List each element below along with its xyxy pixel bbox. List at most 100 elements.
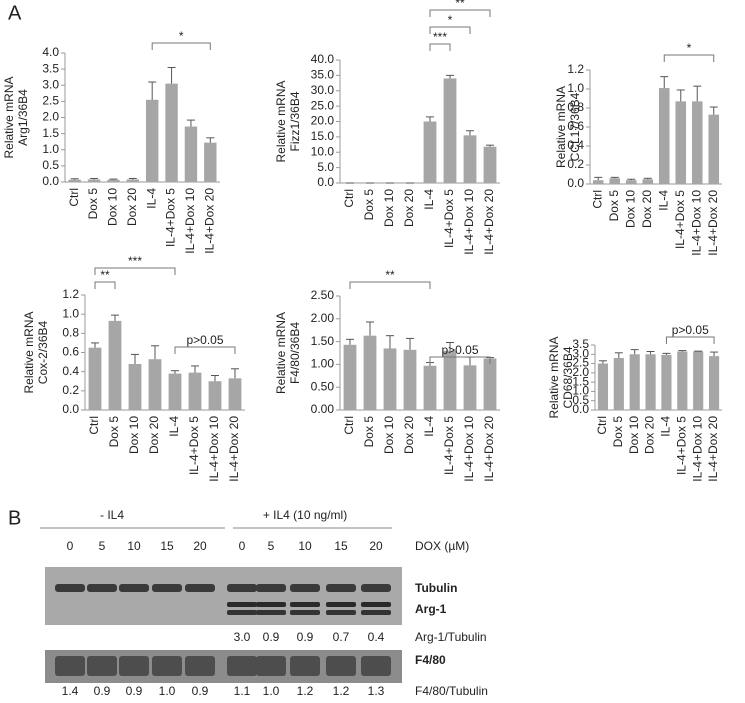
f480-band bbox=[227, 656, 257, 676]
ratio-label: 3.0 bbox=[234, 630, 251, 644]
x-tick-label: IL-4+Dox 10 bbox=[689, 190, 703, 256]
significance-bracket bbox=[94, 281, 116, 289]
dose-label: 15 bbox=[160, 539, 174, 553]
bar bbox=[677, 351, 688, 410]
bar bbox=[108, 320, 122, 410]
x-tick-label: IL-4+Dox 10 bbox=[462, 416, 476, 482]
x-tick-label: Dox 20 bbox=[640, 190, 654, 228]
y-tick-label: 0.0 bbox=[572, 402, 589, 416]
bar bbox=[463, 365, 477, 410]
significance-bracket bbox=[151, 42, 211, 50]
bar bbox=[443, 78, 457, 183]
bar bbox=[126, 179, 140, 182]
ratio-label: 0.9 bbox=[263, 630, 280, 644]
x-tick-label: IL-4 bbox=[422, 416, 436, 437]
y-axis-label: F4/80/36B4 bbox=[288, 322, 302, 384]
tubulin-band bbox=[185, 584, 215, 592]
y-tick-label: 1.2 bbox=[62, 287, 79, 301]
significance-label: * bbox=[448, 13, 453, 27]
arg1-band bbox=[290, 602, 320, 607]
x-tick-label: Dox 20 bbox=[643, 416, 657, 454]
bar bbox=[708, 356, 720, 410]
x-tick-label: IL-4+Dox 20 bbox=[706, 416, 720, 482]
significance-bracket bbox=[94, 267, 176, 275]
f480-band bbox=[361, 656, 391, 676]
bar bbox=[228, 378, 242, 410]
f480-band bbox=[256, 656, 286, 676]
bar bbox=[204, 142, 217, 182]
x-tick-label: Dox 10 bbox=[623, 190, 637, 228]
ratio-label: 1.4 bbox=[62, 684, 79, 698]
x-tick-label: IL-4+Dox 20 bbox=[227, 416, 241, 482]
y-tick-label: 25.0 bbox=[311, 98, 335, 112]
f480-band bbox=[55, 656, 85, 676]
y-tick-label: 2.5 bbox=[42, 94, 59, 108]
y-tick-label: 20.0 bbox=[311, 114, 335, 128]
dose-label: 15 bbox=[334, 539, 348, 553]
y-tick-label: 0.0 bbox=[42, 174, 59, 188]
y-tick-label: 2.0 bbox=[42, 110, 59, 124]
y-axis-label: Relative mRNA bbox=[547, 336, 561, 418]
bar bbox=[184, 126, 198, 182]
bar bbox=[625, 180, 637, 184]
y-tick-label: 0.4 bbox=[62, 364, 79, 378]
dose-axis-label: DOX (µM) bbox=[415, 539, 469, 553]
y-tick-label: 3.0 bbox=[572, 346, 589, 360]
significance-label: ** bbox=[100, 268, 110, 282]
bar bbox=[483, 358, 497, 410]
bar bbox=[443, 350, 457, 410]
ratio-label: 1.3 bbox=[368, 684, 385, 698]
bar bbox=[642, 179, 654, 184]
significance-bracket bbox=[665, 336, 715, 344]
bar bbox=[208, 381, 222, 410]
ratio-label: 1.0 bbox=[159, 684, 176, 698]
bar bbox=[145, 99, 159, 182]
significance-bracket bbox=[429, 26, 471, 34]
bar bbox=[188, 372, 202, 410]
bar bbox=[68, 179, 81, 182]
f480-band bbox=[185, 656, 215, 676]
x-tick-label: IL-4+Dox 20 bbox=[482, 189, 496, 255]
band-label: Arg-1 bbox=[415, 602, 447, 616]
x-tick-label: Ctrl bbox=[67, 188, 81, 207]
f480-band bbox=[152, 656, 182, 676]
x-tick-label: Ctrl bbox=[595, 416, 609, 435]
x-tick-label: Ctrl bbox=[590, 190, 604, 209]
x-tick-label: IL-4+Dox 10 bbox=[462, 189, 476, 255]
x-tick-label: Ctrl bbox=[87, 416, 101, 435]
x-tick-label: Dox 5 bbox=[86, 188, 100, 220]
bar bbox=[403, 349, 417, 410]
dose-label: 10 bbox=[298, 539, 312, 553]
y-tick-label: 2.5 bbox=[572, 356, 589, 370]
x-tick-label: IL-4 bbox=[144, 188, 158, 209]
significance-label: ** bbox=[385, 268, 395, 282]
bar bbox=[661, 354, 672, 410]
dose-label: 5 bbox=[99, 539, 106, 553]
group-label: + IL4 (10 ng/ml) bbox=[263, 508, 347, 522]
significance-bracket bbox=[174, 346, 236, 354]
bar bbox=[645, 354, 656, 410]
panel-label: B bbox=[8, 507, 21, 529]
significance-label: p>0.05 bbox=[186, 333, 223, 347]
ratio-caption: Arg-1/Tubulin bbox=[415, 630, 487, 644]
dose-label: 0 bbox=[239, 539, 246, 553]
tubulin-band bbox=[119, 584, 149, 592]
tubulin-band bbox=[87, 584, 117, 592]
x-tick-label: IL-4+Dox 10 bbox=[690, 416, 704, 482]
x-tick-label: Dox 10 bbox=[382, 416, 396, 454]
x-tick-label: Dox 5 bbox=[607, 190, 621, 222]
y-axis-label: CCL17/36B4 bbox=[568, 92, 582, 161]
y-tick-label: 40.0 bbox=[311, 52, 335, 66]
significance-bracket bbox=[429, 9, 491, 17]
ratio-label: 0.4 bbox=[368, 630, 385, 644]
significance-bracket bbox=[429, 43, 451, 51]
y-axis-label: Relative mRNA bbox=[274, 312, 288, 394]
y-tick-label: 0.8 bbox=[62, 326, 79, 340]
y-tick-label: 35.0 bbox=[311, 68, 335, 82]
y-tick-label: 0.50 bbox=[311, 379, 335, 393]
arg1-band bbox=[361, 610, 391, 615]
x-tick-label: Ctrl bbox=[342, 416, 356, 435]
arg1-band bbox=[326, 610, 356, 615]
significance-label: p>0.05 bbox=[441, 343, 478, 357]
